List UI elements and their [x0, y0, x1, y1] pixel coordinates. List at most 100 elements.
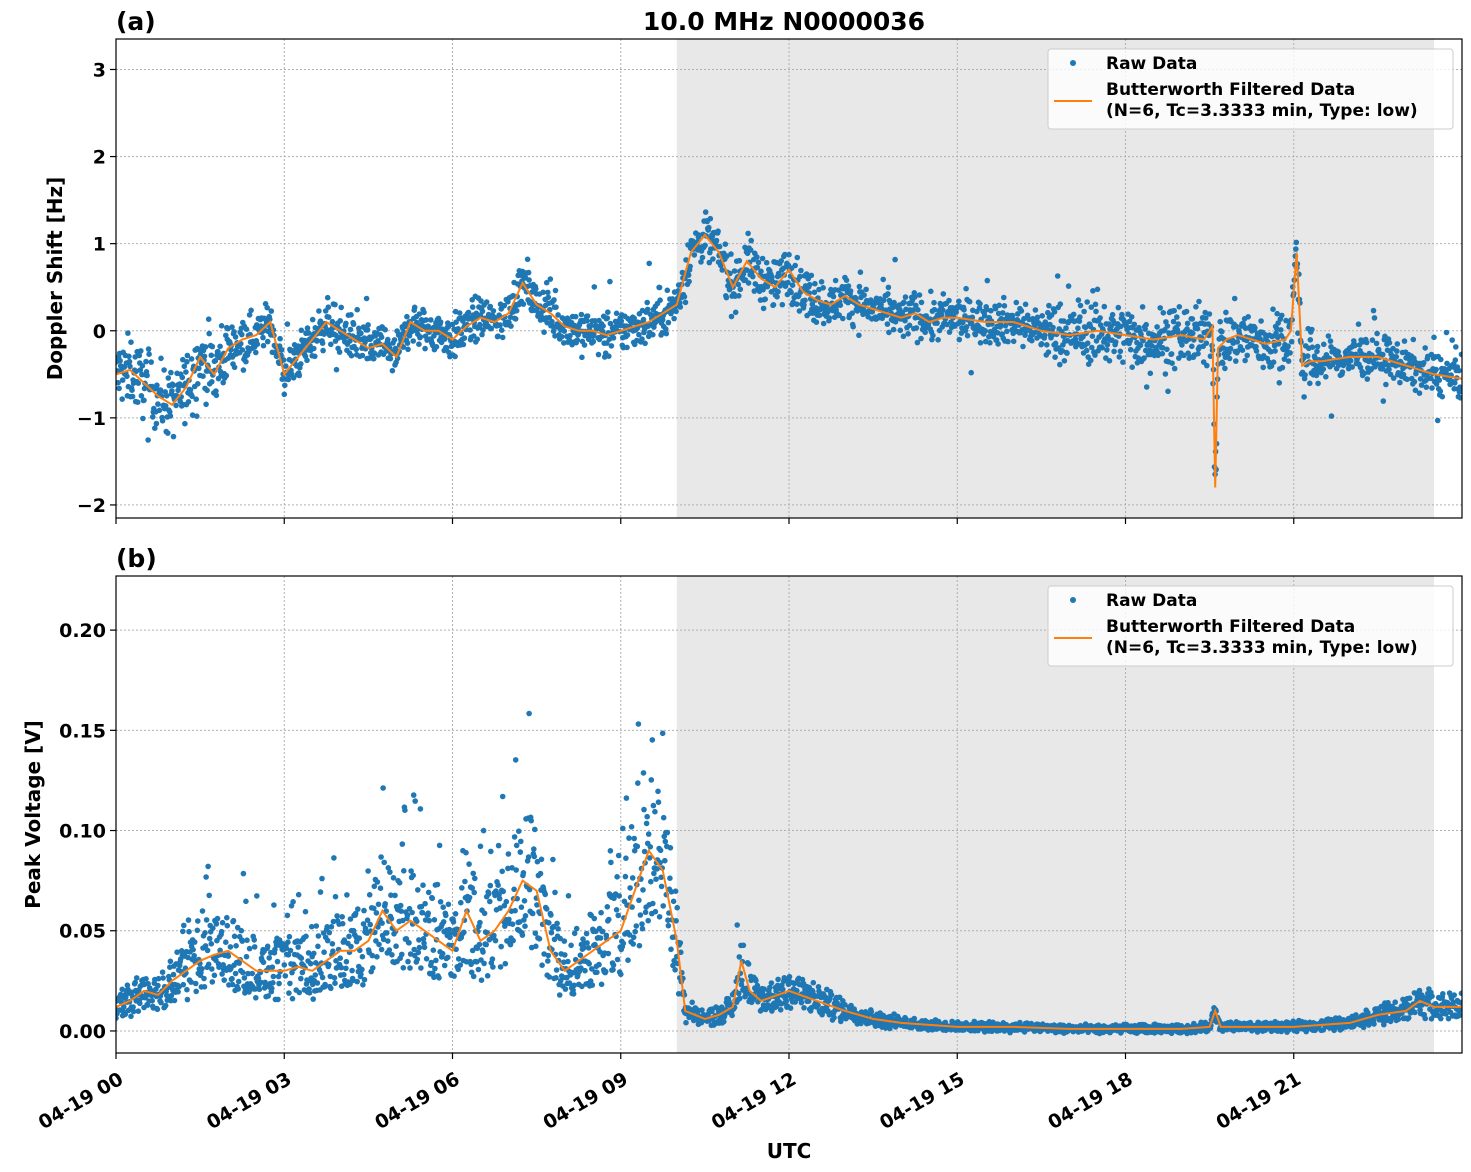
raw-data-point — [319, 875, 325, 882]
raw-data-point — [977, 301, 983, 307]
raw-data-point — [503, 898, 510, 905]
raw-data-point — [1018, 308, 1025, 314]
raw-data-point — [1340, 362, 1347, 369]
raw-data-point — [363, 295, 370, 302]
raw-data-point — [488, 848, 494, 855]
raw-data-point — [356, 935, 363, 941]
raw-data-point — [677, 304, 684, 310]
raw-data-point — [167, 964, 173, 970]
raw-data-point — [411, 304, 418, 311]
raw-data-point — [317, 889, 324, 895]
raw-data-point — [155, 975, 162, 982]
raw-data-point — [653, 876, 659, 882]
raw-data-point — [754, 264, 761, 271]
raw-data-point — [571, 930, 578, 937]
raw-data-point — [646, 260, 652, 267]
raw-data-point — [801, 1005, 807, 1011]
raw-data-point — [1339, 369, 1346, 375]
raw-data-point — [966, 298, 973, 305]
raw-data-point — [298, 361, 304, 367]
raw-data-point — [416, 944, 423, 951]
y-tick-label: 3 — [93, 59, 106, 81]
raw-data-point — [537, 870, 544, 877]
raw-data-point — [219, 971, 225, 977]
raw-data-point — [1315, 380, 1321, 387]
raw-data-point — [148, 359, 154, 365]
raw-data-point — [329, 941, 336, 947]
raw-data-point — [382, 901, 389, 907]
raw-data-point — [285, 939, 291, 945]
raw-data-point — [880, 276, 886, 283]
raw-data-point — [622, 873, 629, 880]
raw-data-point — [502, 960, 509, 967]
raw-data-point — [437, 319, 444, 325]
raw-data-point — [277, 335, 283, 342]
raw-data-point — [321, 949, 327, 955]
raw-data-point — [143, 976, 149, 982]
raw-data-point — [1434, 417, 1441, 424]
raw-data-point — [478, 298, 484, 304]
raw-data-point — [328, 341, 334, 348]
raw-data-point — [170, 971, 177, 978]
raw-data-point — [233, 943, 239, 949]
raw-data-point — [1160, 310, 1167, 316]
raw-data-point — [260, 334, 266, 341]
raw-data-point — [1128, 314, 1135, 320]
raw-data-point — [856, 332, 862, 339]
raw-data-point — [451, 973, 457, 979]
raw-data-point — [1352, 342, 1358, 349]
raw-data-point — [1234, 339, 1241, 345]
raw-data-point — [1206, 311, 1213, 317]
raw-data-point — [420, 936, 427, 942]
raw-data-point — [548, 929, 555, 936]
raw-data-point — [761, 986, 767, 992]
raw-data-point — [779, 301, 786, 308]
raw-data-point — [646, 855, 653, 861]
raw-data-point — [1233, 323, 1240, 330]
raw-data-point — [510, 937, 516, 944]
raw-data-point — [417, 334, 424, 340]
raw-data-point — [657, 847, 664, 854]
raw-data-point — [311, 950, 317, 957]
raw-data-point — [276, 980, 282, 987]
raw-data-point — [181, 363, 188, 370]
raw-data-point — [533, 286, 539, 292]
raw-data-point — [998, 315, 1005, 322]
raw-data-point — [329, 318, 336, 325]
raw-data-point — [418, 903, 425, 910]
raw-data-point — [324, 937, 331, 944]
raw-data-point — [1307, 337, 1314, 343]
raw-data-point — [745, 230, 751, 237]
raw-data-point — [479, 331, 485, 338]
raw-data-point — [128, 339, 134, 346]
raw-data-point — [1154, 324, 1160, 330]
raw-data-point — [1320, 366, 1327, 372]
raw-data-point — [474, 959, 480, 965]
raw-data-point — [783, 998, 790, 1004]
raw-data-point — [136, 352, 143, 359]
raw-data-point — [652, 808, 658, 815]
raw-data-point — [1226, 355, 1233, 362]
y-tick-label: 0 — [93, 321, 106, 343]
raw-data-point — [253, 349, 259, 356]
raw-data-point — [1109, 311, 1116, 318]
raw-data-point — [543, 906, 550, 912]
raw-data-point — [581, 342, 588, 348]
raw-data-point — [479, 308, 486, 315]
raw-data-point — [1420, 360, 1427, 366]
raw-data-point — [616, 893, 622, 899]
raw-data-point — [189, 393, 195, 400]
raw-data-point — [450, 919, 457, 925]
raw-data-point — [132, 979, 138, 986]
raw-data-point — [594, 969, 600, 976]
raw-data-point — [512, 757, 519, 763]
raw-data-point — [495, 333, 501, 340]
raw-data-point — [505, 851, 512, 857]
raw-data-point — [669, 296, 676, 302]
raw-data-point — [589, 966, 595, 972]
raw-data-point — [636, 942, 643, 949]
raw-data-point — [906, 322, 913, 329]
raw-data-point — [963, 285, 969, 292]
raw-data-point — [631, 835, 637, 842]
